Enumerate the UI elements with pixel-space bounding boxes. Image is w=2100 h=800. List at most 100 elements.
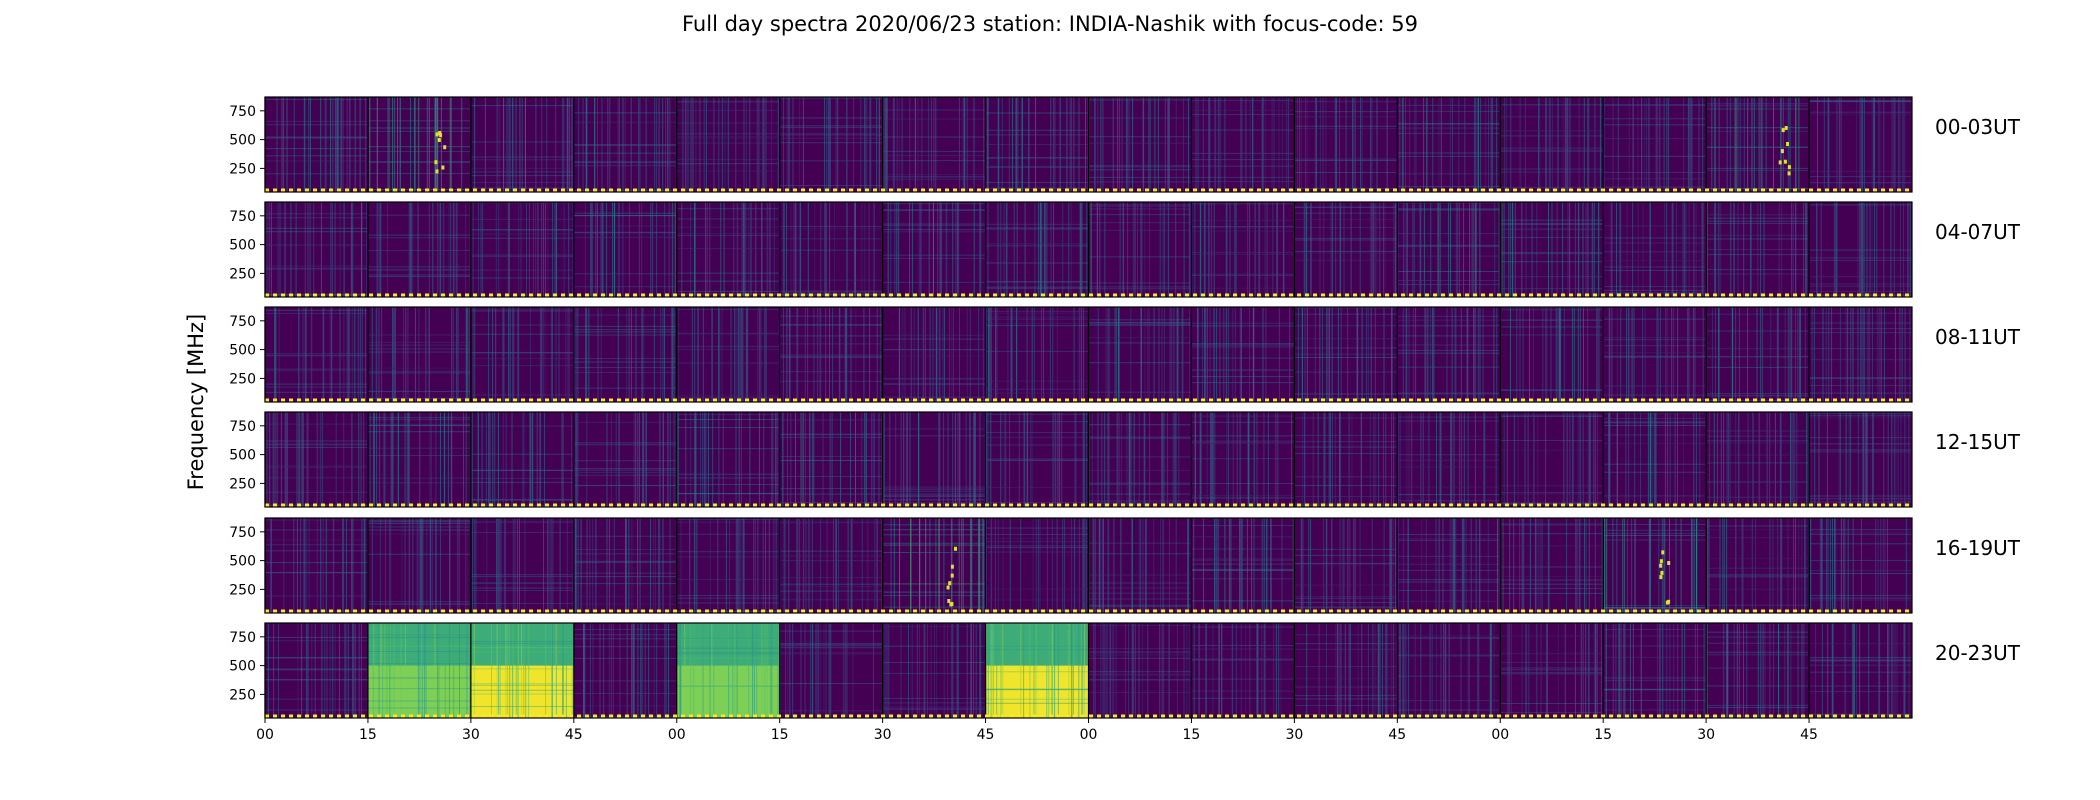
spectrum-cell — [1087, 518, 1192, 613]
spectrum-hline — [882, 383, 986, 385]
spectrum-vline — [511, 412, 513, 507]
spectrum-vline — [1144, 412, 1146, 507]
x-tick-label: 15 — [359, 727, 377, 743]
spectrum-vline — [1507, 623, 1509, 718]
spectrum-vline — [1241, 97, 1243, 192]
spectrum-hline — [1088, 651, 1192, 653]
spectrum-hline — [1500, 533, 1604, 535]
spectrum-vline — [1483, 412, 1485, 507]
spectrum-vline — [1475, 97, 1477, 192]
spectrum-vline — [1718, 97, 1720, 192]
spectrum-hline — [1706, 537, 1810, 539]
spectrum-vline — [1153, 307, 1155, 402]
burst-mark — [1787, 171, 1791, 176]
spectrum-hline — [1191, 369, 1295, 371]
spectrum-vline — [1907, 202, 1909, 297]
spectrum-vline — [1600, 623, 1602, 718]
spectrum-hline — [1706, 588, 1810, 590]
spectrum-hline — [573, 329, 677, 331]
spectrum-hline — [367, 234, 471, 236]
spectrum-hline — [1706, 105, 1810, 107]
spectrum-hline — [1191, 442, 1295, 444]
spectrum-vline — [792, 97, 794, 192]
spectrum-hline — [367, 447, 471, 449]
spectrum-hline — [265, 466, 368, 468]
spectrum-hline — [676, 396, 780, 398]
spectrum-vline — [1774, 412, 1776, 507]
spectrum-vline — [1187, 518, 1189, 613]
spectrum-vline — [1402, 623, 1404, 718]
spectrum-vline — [672, 307, 674, 402]
spectrum-vline — [1605, 623, 1606, 718]
spectrum-vline — [404, 623, 406, 718]
spectrum-vline — [622, 202, 624, 297]
spectrum-vline — [878, 97, 880, 192]
spectrum-vline — [1081, 623, 1082, 718]
spectrum-vline — [1115, 623, 1117, 718]
spectrum-vline — [998, 97, 1000, 192]
spectrum-vline — [1823, 97, 1825, 192]
spectrum-vline — [1332, 202, 1333, 297]
spectrum-hline — [1088, 500, 1192, 502]
spectrum-hline — [573, 549, 677, 550]
spectrum-hline — [1500, 168, 1604, 170]
spectrum-vline — [979, 412, 981, 507]
spectrum-vline — [644, 623, 646, 718]
spectrum-vline — [1301, 307, 1303, 402]
spectrum-vline — [1341, 518, 1343, 613]
spectrum-vline — [1144, 202, 1146, 297]
spectrum-vline — [1438, 518, 1440, 613]
spectrum-vline — [890, 518, 892, 613]
spectrum-vline — [1325, 518, 1327, 613]
spectrum-vline — [1676, 202, 1677, 297]
spectrum-vline — [771, 97, 773, 192]
spectrum-vline — [301, 623, 303, 718]
spectrum-hline — [1809, 595, 1912, 597]
spectrum-hline — [1500, 319, 1604, 321]
spectrum-vline — [739, 307, 741, 402]
spectrum-vline — [280, 412, 282, 507]
spectrum-hline — [1603, 118, 1707, 120]
spectrum-vline — [458, 518, 460, 613]
spectrum-cell — [470, 623, 574, 718]
spectrum-vline — [1323, 202, 1325, 297]
spectrum-hline — [1294, 325, 1398, 327]
spectrum-hline — [779, 293, 883, 295]
spectrum-hline — [882, 488, 986, 490]
spectrum-vline — [947, 623, 949, 718]
spectrum-hline — [265, 173, 368, 175]
spectrum-hline — [1603, 242, 1707, 244]
spectrum-hline — [265, 443, 368, 445]
spectrum-vline — [1769, 623, 1771, 718]
spectrum-vline — [674, 202, 676, 297]
spectrum-vline — [376, 202, 378, 297]
spectrum-hline — [1603, 412, 1707, 414]
spectrum-vline — [1326, 307, 1328, 402]
spectrum-vline — [293, 97, 295, 192]
spectrum-vline — [625, 518, 627, 613]
spectrum-hline — [1603, 178, 1707, 180]
spectrum-hline — [676, 595, 780, 597]
spectrum-vline — [900, 623, 902, 718]
spectrum-vline — [1650, 518, 1651, 613]
spectrum-vline — [1628, 307, 1630, 402]
spectrum-hline — [1706, 249, 1810, 250]
spectrum-vline — [610, 623, 612, 718]
burst-mark — [1783, 159, 1787, 164]
spectrum-vline — [1028, 97, 1029, 192]
spectrum-vline — [1318, 623, 1320, 718]
spectrum-hline — [1191, 325, 1295, 327]
spectrum-hline — [779, 291, 883, 293]
spectrum-vline — [878, 412, 880, 507]
spectrum-vline — [1330, 412, 1331, 507]
spectrum-hline — [779, 583, 883, 585]
spectrum-vline — [846, 623, 848, 718]
spectrum-vline — [739, 518, 741, 613]
spectrum-cell — [1190, 623, 1295, 718]
spectrum-hline — [985, 547, 1089, 549]
spectrum-hline — [1088, 587, 1192, 589]
spectrum-hline — [882, 349, 986, 351]
spectrum-vline — [1082, 412, 1084, 507]
spectrum-vline — [996, 307, 998, 402]
spectrum-vline — [1737, 97, 1739, 192]
